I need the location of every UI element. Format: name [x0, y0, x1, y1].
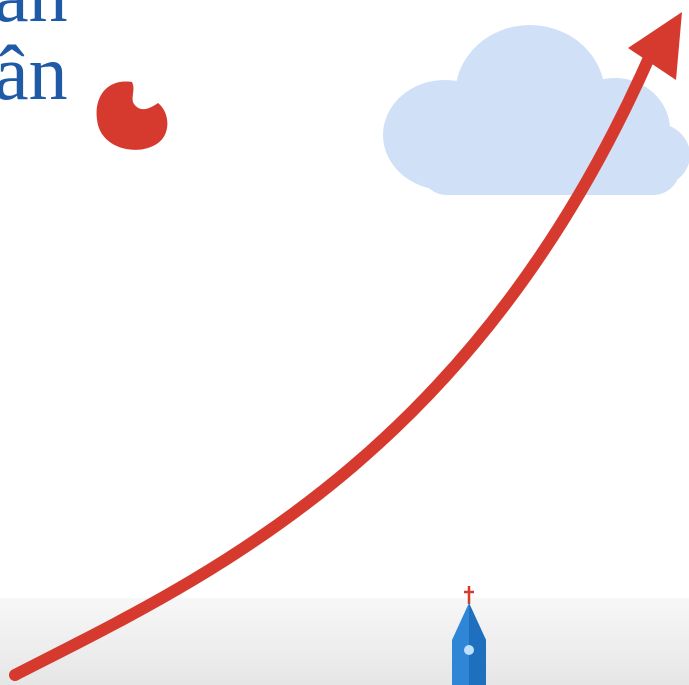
- ground: [0, 598, 689, 685]
- illustration: an ân: [0, 0, 689, 685]
- page: {"text": {"line1": "an", "line2": "ân"}}: [0, 0, 689, 685]
- red-blob: [97, 82, 168, 150]
- artwork: [0, 0, 689, 685]
- arrow-head: [628, 12, 682, 80]
- title-line: ân: [0, 34, 68, 112]
